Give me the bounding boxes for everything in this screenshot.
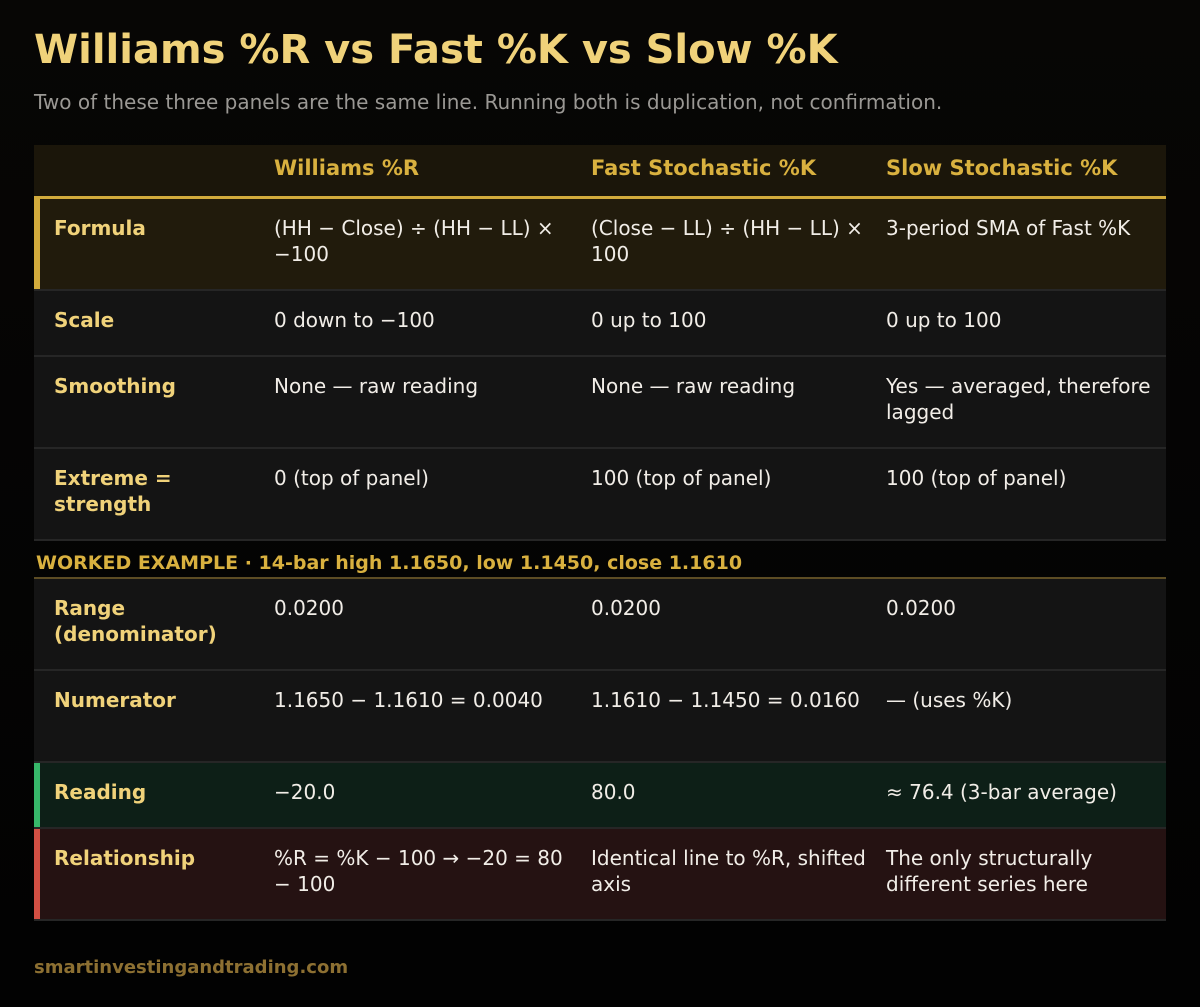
- numerator-williams-r: 1.1650 − 1.1610 = 0.0040: [274, 688, 543, 712]
- table-row-reading: Reading −20.0 80.0 ≈ 76.4 (3-bar average…: [34, 763, 1166, 829]
- reading-accent-bar: [34, 763, 40, 827]
- extreme-slow-k: 100 (top of panel): [886, 466, 1067, 490]
- row-label-relationship: Relationship: [54, 846, 196, 870]
- smoothing-fast-k: None — raw reading: [591, 374, 796, 398]
- formula-williams-r: (HH − Close) ÷ (HH − LL) × −100: [274, 216, 554, 266]
- reading-slow-k: ≈ 76.4 (3-bar average): [886, 780, 1117, 804]
- range-slow-k: 0.0200: [886, 596, 956, 620]
- table-header-row: Williams %R Fast Stochastic %K Slow Stoc…: [34, 145, 1166, 199]
- relationship-williams-r: %R = %K − 100 → −20 = 80 − 100: [274, 846, 563, 896]
- relationship-slow-k: The only structurally different series h…: [886, 846, 1093, 896]
- reading-fast-k: 80.0: [591, 780, 636, 804]
- range-fast-k: 0.0200: [591, 596, 661, 620]
- comparison-table: Williams %R Fast Stochastic %K Slow Stoc…: [34, 145, 1166, 921]
- table-row-scale: Scale 0 down to −100 0 up to 100 0 up to…: [34, 291, 1166, 357]
- header-fast-stochastic-k: Fast Stochastic %K: [591, 156, 817, 180]
- table-row-formula: Formula (HH − Close) ÷ (HH − LL) × −100 …: [34, 199, 1166, 291]
- numerator-fast-k: 1.1610 − 1.1450 = 0.0160: [591, 688, 860, 712]
- table-row-numerator: Numerator 1.1650 − 1.1610 = 0.0040 1.161…: [34, 671, 1166, 763]
- table-row-smoothing: Smoothing None — raw reading None — raw …: [34, 357, 1166, 449]
- row-label-reading: Reading: [54, 780, 147, 804]
- reading-williams-r: −20.0: [274, 780, 336, 804]
- extreme-fast-k: 100 (top of panel): [591, 466, 772, 490]
- footer-website: smartinvestingandtrading.com: [34, 957, 349, 978]
- header-slow-stochastic-k: Slow Stochastic %K: [886, 156, 1118, 180]
- row-label-scale: Scale: [54, 308, 115, 332]
- numerator-slow-k: — (uses %K): [886, 688, 1013, 712]
- row-label-formula: Formula: [54, 216, 146, 240]
- table-row-extreme-strength: Extreme = strength 0 (top of panel) 100 …: [34, 449, 1166, 541]
- worked-example-heading: WORKED EXAMPLE · 14-bar high 1.1650, low…: [36, 552, 743, 574]
- scale-fast-k: 0 up to 100: [591, 308, 707, 332]
- row-label-extreme-strength: Extreme = strength: [54, 466, 172, 516]
- formula-slow-k: 3-period SMA of Fast %K: [886, 216, 1131, 240]
- relationship-fast-k: Identical line to %R, shifted axis: [591, 846, 866, 896]
- row-label-smoothing: Smoothing: [54, 374, 176, 398]
- row-label-range-denominator: Range (denominator): [54, 596, 217, 646]
- page-title: Williams %R vs Fast %K vs Slow %K: [34, 27, 838, 73]
- table-row-relationship: Relationship %R = %K − 100 → −20 = 80 − …: [34, 829, 1166, 921]
- scale-williams-r: 0 down to −100: [274, 308, 435, 332]
- range-williams-r: 0.0200: [274, 596, 344, 620]
- smoothing-slow-k: Yes — averaged, therefore lagged: [886, 374, 1151, 424]
- worked-example-heading-row: WORKED EXAMPLE · 14-bar high 1.1650, low…: [34, 541, 1166, 579]
- header-williams-r: Williams %R: [274, 156, 420, 180]
- formula-fast-k: (Close − LL) ÷ (HH − LL) × 100: [591, 216, 863, 266]
- table-row-range-denominator: Range (denominator) 0.0200 0.0200 0.0200: [34, 579, 1166, 671]
- page-subtitle: Two of these three panels are the same l…: [34, 90, 943, 114]
- scale-slow-k: 0 up to 100: [886, 308, 1002, 332]
- smoothing-williams-r: None — raw reading: [274, 374, 479, 398]
- extreme-williams-r: 0 (top of panel): [274, 466, 429, 490]
- formula-accent-bar: [34, 199, 40, 289]
- row-label-numerator: Numerator: [54, 688, 176, 712]
- relationship-accent-bar: [34, 829, 40, 919]
